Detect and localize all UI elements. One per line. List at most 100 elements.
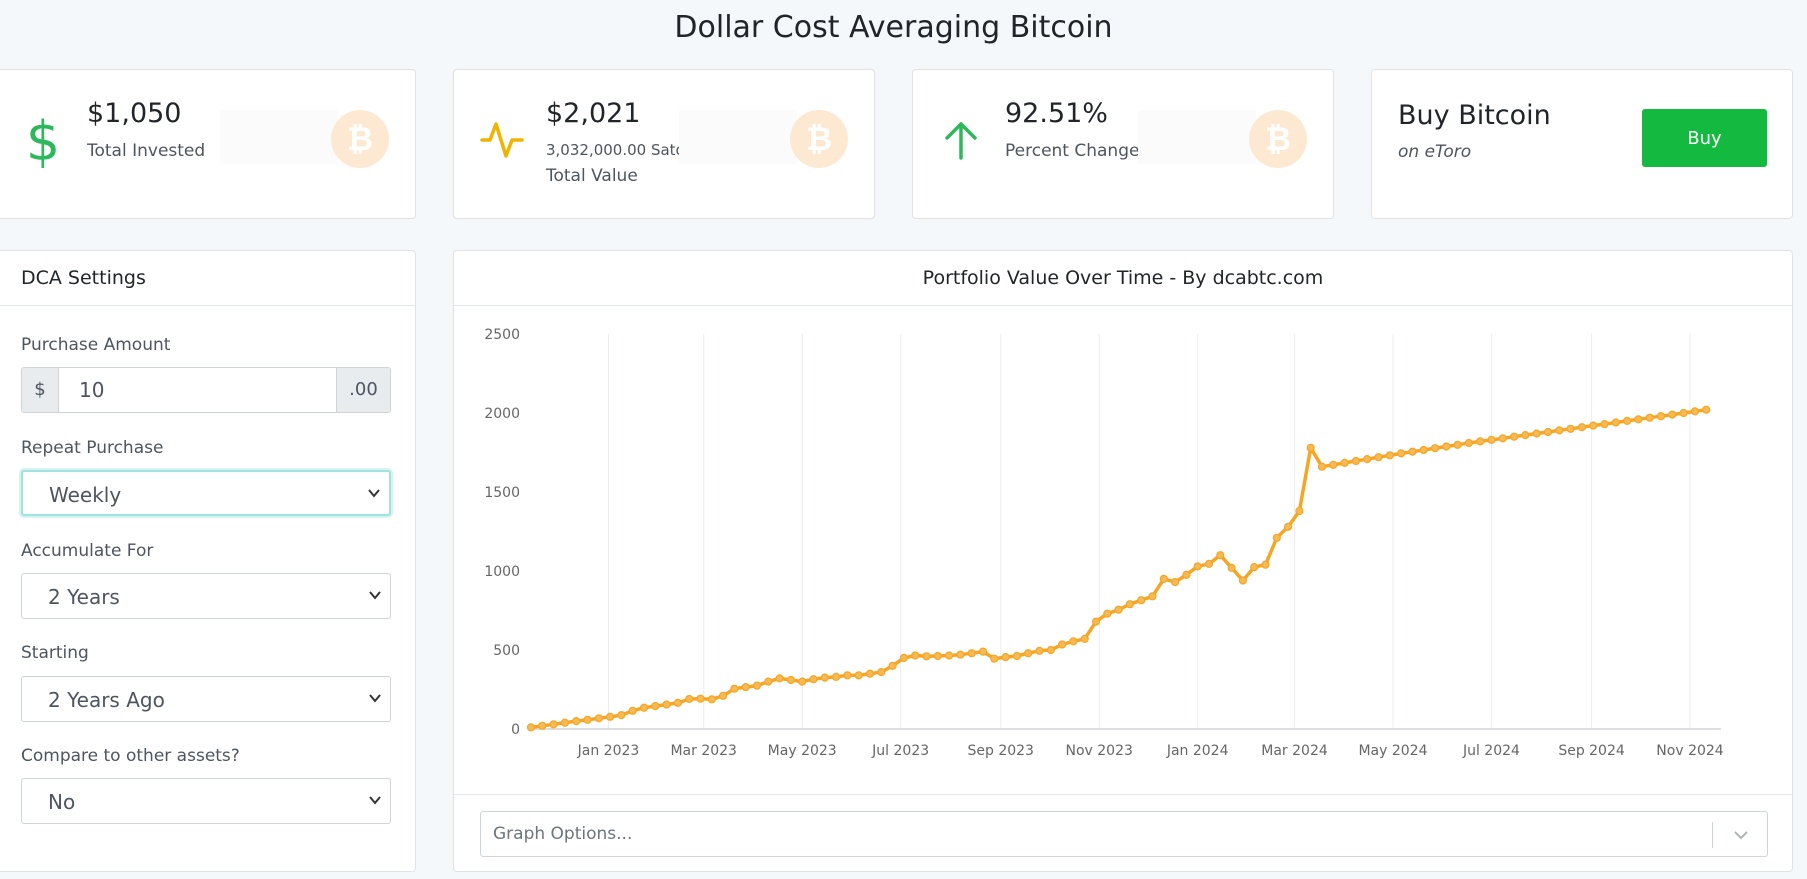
data-point bbox=[945, 651, 954, 660]
percent-change-card: 92.51% Percent Change ₿ bbox=[912, 69, 1334, 219]
data-point bbox=[1193, 562, 1202, 571]
chevron-down-icon bbox=[1734, 831, 1748, 840]
chevron-down-icon bbox=[369, 796, 381, 805]
repeat-purchase-label: Repeat Purchase bbox=[21, 438, 164, 458]
data-point bbox=[798, 677, 807, 686]
bitcoin-icon: ₿ bbox=[331, 110, 389, 168]
data-point bbox=[572, 717, 581, 726]
data-point bbox=[719, 691, 728, 700]
data-point bbox=[1622, 416, 1632, 426]
total-invested-value: $1,050 bbox=[87, 98, 182, 129]
data-point bbox=[809, 675, 818, 684]
starting-value: 2 Years Ago bbox=[48, 688, 165, 712]
purchase-amount-input[interactable] bbox=[59, 367, 336, 413]
dca-settings-panel: DCA Settings Purchase Amount $ .00 Repea… bbox=[0, 250, 416, 872]
data-point bbox=[786, 675, 795, 685]
data-point bbox=[1329, 460, 1338, 469]
data-point bbox=[707, 695, 716, 704]
data-point bbox=[922, 652, 931, 661]
data-point bbox=[1668, 410, 1677, 419]
data-point bbox=[1645, 413, 1654, 422]
portfolio-chart-card: Portfolio Value Over Time - By dcabtc.co… bbox=[453, 250, 1793, 872]
data-point bbox=[1532, 429, 1541, 438]
data-point bbox=[1430, 444, 1440, 453]
graph-options-placeholder: Graph Options... bbox=[493, 824, 633, 844]
buy-bitcoin-card: Buy Bitcoin on eToro Buy bbox=[1371, 69, 1793, 219]
data-point bbox=[1543, 427, 1553, 437]
data-point bbox=[1442, 442, 1451, 451]
x-tick-label: Mar 2023 bbox=[670, 743, 737, 759]
x-tick-label: May 2024 bbox=[1358, 743, 1427, 759]
data-point bbox=[673, 698, 682, 707]
accumulate-for-label: Accumulate For bbox=[21, 541, 154, 561]
compare-assets-select[interactable]: No bbox=[21, 778, 391, 824]
data-point bbox=[1555, 426, 1564, 435]
x-tick-label: Jul 2024 bbox=[1462, 743, 1520, 759]
placeholder-box bbox=[220, 110, 338, 164]
data-point bbox=[990, 654, 999, 663]
data-point bbox=[1351, 456, 1361, 466]
data-point bbox=[865, 669, 875, 678]
x-tick-label: Mar 2024 bbox=[1261, 743, 1328, 759]
data-point bbox=[583, 715, 592, 724]
data-point bbox=[752, 681, 762, 690]
chevron-down-icon bbox=[368, 489, 380, 498]
dollar-icon: $ bbox=[26, 112, 60, 168]
data-point bbox=[1069, 637, 1078, 646]
dca-settings-title: DCA Settings bbox=[0, 251, 415, 306]
data-point bbox=[1306, 443, 1315, 452]
data-point bbox=[1295, 506, 1304, 516]
data-point bbox=[1679, 408, 1688, 418]
y-tick-label: 1500 bbox=[484, 485, 520, 501]
data-point bbox=[820, 673, 829, 682]
compare-assets-label: Compare to other assets? bbox=[21, 746, 240, 766]
x-tick-label: Jul 2023 bbox=[871, 743, 929, 759]
data-point bbox=[843, 671, 852, 680]
data-point bbox=[526, 723, 536, 732]
total-value-value: $2,021 bbox=[546, 98, 641, 129]
starting-label: Starting bbox=[21, 643, 89, 663]
repeat-purchase-value: Weekly bbox=[49, 483, 122, 507]
x-tick-label: Nov 2024 bbox=[1656, 743, 1723, 759]
chevron-down-icon bbox=[369, 591, 381, 600]
page-title: Dollar Cost Averaging Bitcoin bbox=[674, 10, 1113, 45]
buy-bitcoin-title: Buy Bitcoin bbox=[1398, 100, 1551, 131]
data-point bbox=[1227, 563, 1236, 572]
amount-suffix: .00 bbox=[336, 367, 391, 413]
x-tick-label: Jan 2024 bbox=[1166, 743, 1229, 759]
data-point bbox=[1634, 415, 1643, 424]
data-point bbox=[538, 721, 547, 730]
data-point bbox=[1589, 421, 1598, 430]
graph-options-select[interactable]: Graph Options... bbox=[480, 811, 1768, 857]
data-point bbox=[1487, 435, 1496, 444]
data-point bbox=[1702, 405, 1711, 414]
data-point bbox=[1317, 462, 1327, 471]
accumulate-for-select[interactable]: 2 Years bbox=[21, 573, 391, 619]
purchase-amount-label: Purchase Amount bbox=[21, 335, 171, 355]
data-point bbox=[1080, 634, 1089, 643]
data-point bbox=[1057, 640, 1067, 649]
data-point bbox=[877, 668, 886, 677]
data-point bbox=[560, 718, 570, 727]
accumulate-for-value: 2 Years bbox=[48, 585, 120, 609]
data-point bbox=[1125, 600, 1135, 609]
starting-select[interactable]: 2 Years Ago bbox=[21, 676, 391, 722]
data-point bbox=[1385, 451, 1394, 460]
svg-text:$: $ bbox=[26, 112, 60, 168]
data-point bbox=[1453, 440, 1462, 449]
data-point bbox=[1035, 646, 1044, 655]
data-point bbox=[899, 653, 908, 662]
bitcoin-icon: ₿ bbox=[790, 110, 848, 168]
data-point bbox=[1024, 649, 1033, 658]
repeat-purchase-select[interactable]: Weekly bbox=[21, 470, 391, 516]
data-point bbox=[1159, 574, 1168, 583]
data-point bbox=[730, 684, 739, 693]
data-point bbox=[639, 703, 649, 712]
data-point bbox=[1396, 449, 1406, 458]
x-tick-label: Sep 2023 bbox=[968, 743, 1034, 759]
data-point bbox=[1103, 609, 1112, 618]
data-point bbox=[933, 651, 942, 661]
satoshis-amount: 3,032,000.00 Satoshis bbox=[546, 141, 715, 159]
percent-change-value: 92.51% bbox=[1005, 98, 1108, 129]
buy-button[interactable]: Buy bbox=[1642, 109, 1767, 167]
